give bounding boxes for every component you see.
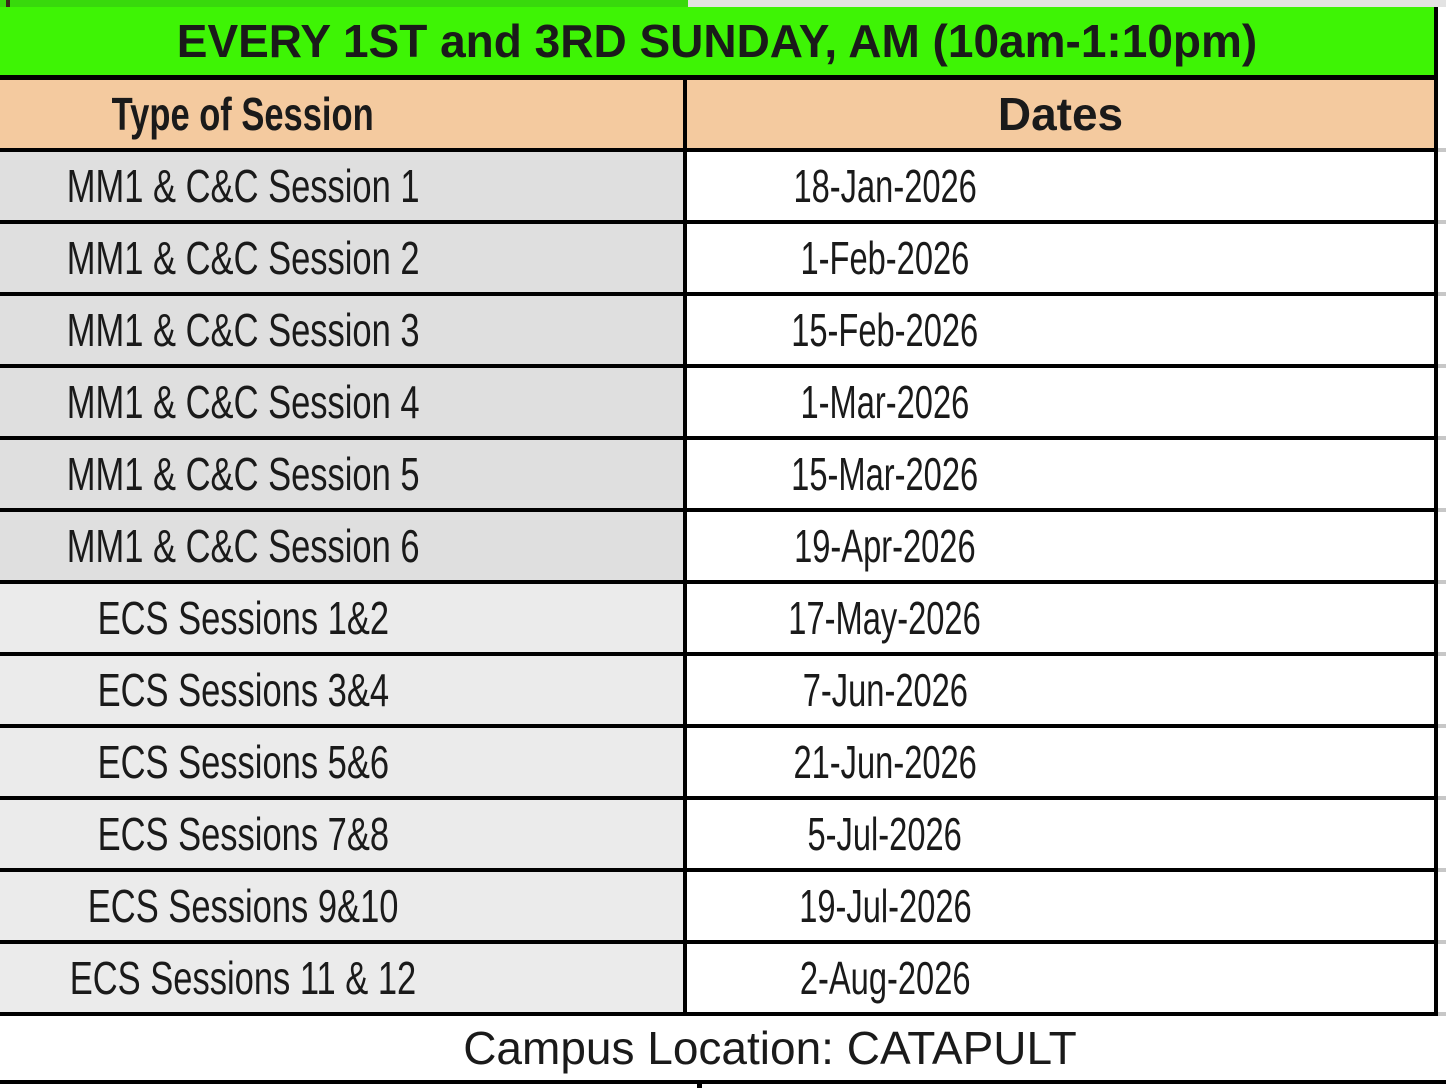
session-cell[interactable]: MM1 & C&C Session 2 — [0, 224, 687, 292]
session-label: MM1 & C&C Session 4 — [66, 376, 420, 428]
date-label: 19-Apr-2026 — [794, 520, 976, 572]
date-cell[interactable]: 19-Jul-2026 — [687, 872, 1434, 940]
gridline-nub — [1438, 436, 1446, 440]
gridline-artifact-bottom — [697, 1084, 702, 1088]
type-of-session-header-cell[interactable]: Type of Session — [0, 80, 687, 148]
date-label: 21-Jun-2026 — [793, 736, 977, 788]
campus-location-label: Campus Location: CATAPULT — [463, 1022, 1077, 1074]
gridline-nub — [1438, 940, 1446, 944]
gridline-nub — [1438, 652, 1446, 656]
date-label: 1-Mar-2026 — [800, 376, 970, 428]
date-cell[interactable]: 15-Feb-2026 — [687, 296, 1434, 364]
gridline-nub — [1438, 580, 1446, 584]
session-cell[interactable]: MM1 & C&C Session 6 — [0, 512, 687, 580]
table-row: MM1 & C&C Session 3 15-Feb-2026 — [0, 296, 1434, 368]
dates-header-cell[interactable]: Dates — [687, 80, 1434, 148]
session-label: ECS Sessions 7&8 — [97, 808, 389, 860]
gridline-nub — [1438, 148, 1446, 152]
session-label: ECS Sessions 3&4 — [97, 664, 389, 716]
session-label: MM1 & C&C Session 2 — [66, 232, 420, 284]
table-row: MM1 & C&C Session 1 18-Jan-2026 — [0, 152, 1434, 224]
table-row: MM1 & C&C Session 2 1-Feb-2026 — [0, 224, 1434, 296]
date-cell[interactable]: 15-Mar-2026 — [687, 440, 1434, 508]
gridline-nub — [1438, 796, 1446, 800]
table-title: EVERY 1ST and 3RD SUNDAY, AM (10am-1:10p… — [176, 15, 1258, 67]
date-label: 1-Feb-2026 — [800, 232, 970, 284]
dates-header-label: Dates — [997, 88, 1124, 140]
gridline-nub — [1438, 364, 1446, 368]
date-cell[interactable]: 2-Aug-2026 — [687, 944, 1434, 1012]
date-label: 15-Feb-2026 — [791, 304, 979, 356]
date-cell[interactable]: 5-Jul-2026 — [687, 800, 1434, 868]
gridline-nub — [1438, 724, 1446, 728]
table-row: ECS Sessions 11 & 12 2-Aug-2026 — [0, 944, 1434, 1016]
date-label: 15-Mar-2026 — [791, 448, 979, 500]
table-row: MM1 & C&C Session 4 1-Mar-2026 — [0, 368, 1434, 440]
gridline-artifact — [6, 0, 10, 7]
header-row: Type of Session Dates — [0, 80, 1434, 152]
table-row: ECS Sessions 5&6 21-Jun-2026 — [0, 728, 1434, 800]
gridline-nub — [1438, 292, 1446, 296]
session-label: MM1 & C&C Session 3 — [66, 304, 420, 356]
gridline-nub — [1438, 1012, 1446, 1016]
session-label: ECS Sessions 11 & 12 — [69, 952, 417, 1004]
session-cell[interactable]: MM1 & C&C Session 1 — [0, 152, 687, 220]
date-cell[interactable]: 1-Mar-2026 — [687, 368, 1434, 436]
gridline-nub — [1438, 220, 1446, 224]
session-cell[interactable]: ECS Sessions 1&2 — [0, 584, 687, 652]
date-cell[interactable]: 7-Jun-2026 — [687, 656, 1434, 724]
date-cell[interactable]: 21-Jun-2026 — [687, 728, 1434, 796]
date-cell[interactable]: 17-May-2026 — [687, 584, 1434, 652]
table-row: MM1 & C&C Session 5 15-Mar-2026 — [0, 440, 1434, 512]
clipped-row-above-gutter — [688, 0, 1446, 7]
session-label: MM1 & C&C Session 5 — [66, 448, 420, 500]
table-row: ECS Sessions 9&10 19-Jul-2026 — [0, 872, 1434, 944]
date-label: 2-Aug-2026 — [799, 952, 971, 1004]
table-row: ECS Sessions 1&2 17-May-2026 — [0, 584, 1434, 656]
session-label: ECS Sessions 5&6 — [97, 736, 389, 788]
session-cell[interactable]: ECS Sessions 3&4 — [0, 656, 687, 724]
gridline-nub — [1438, 508, 1446, 512]
gridline-nub — [1438, 868, 1446, 872]
date-cell[interactable]: 19-Apr-2026 — [687, 512, 1434, 580]
date-label: 5-Jul-2026 — [807, 808, 963, 860]
session-cell[interactable]: ECS Sessions 5&6 — [0, 728, 687, 796]
type-of-session-header-label: Type of Session — [111, 88, 375, 140]
date-label: 19-Jul-2026 — [798, 880, 972, 932]
session-label: ECS Sessions 1&2 — [97, 592, 389, 644]
session-cell[interactable]: ECS Sessions 7&8 — [0, 800, 687, 868]
session-label: MM1 & C&C Session 1 — [66, 160, 420, 212]
schedule-table: EVERY 1ST and 3RD SUNDAY, AM (10am-1:10p… — [0, 7, 1438, 1016]
clipped-row-above-green — [0, 0, 688, 7]
date-cell[interactable]: 1-Feb-2026 — [687, 224, 1434, 292]
date-label: 18-Jan-2026 — [793, 160, 977, 212]
campus-location-cell[interactable]: Campus Location: CATAPULT — [0, 1016, 1446, 1084]
date-cell[interactable]: 18-Jan-2026 — [687, 152, 1434, 220]
table-body: MM1 & C&C Session 1 18-Jan-2026 MM1 & C&… — [0, 152, 1434, 1016]
session-cell[interactable]: MM1 & C&C Session 3 — [0, 296, 687, 364]
session-cell[interactable]: ECS Sessions 9&10 — [0, 872, 687, 940]
table-row: MM1 & C&C Session 6 19-Apr-2026 — [0, 512, 1434, 584]
session-cell[interactable]: MM1 & C&C Session 5 — [0, 440, 687, 508]
session-cell[interactable]: MM1 & C&C Session 4 — [0, 368, 687, 436]
session-label: ECS Sessions 9&10 — [87, 880, 399, 932]
table-row: ECS Sessions 7&8 5-Jul-2026 — [0, 800, 1434, 872]
session-label: MM1 & C&C Session 6 — [66, 520, 420, 572]
table-row: ECS Sessions 3&4 7-Jun-2026 — [0, 656, 1434, 728]
date-label: 7-Jun-2026 — [802, 664, 968, 716]
title-cell[interactable]: EVERY 1ST and 3RD SUNDAY, AM (10am-1:10p… — [0, 7, 1434, 80]
session-cell[interactable]: ECS Sessions 11 & 12 — [0, 944, 687, 1012]
date-label: 17-May-2026 — [788, 592, 982, 644]
